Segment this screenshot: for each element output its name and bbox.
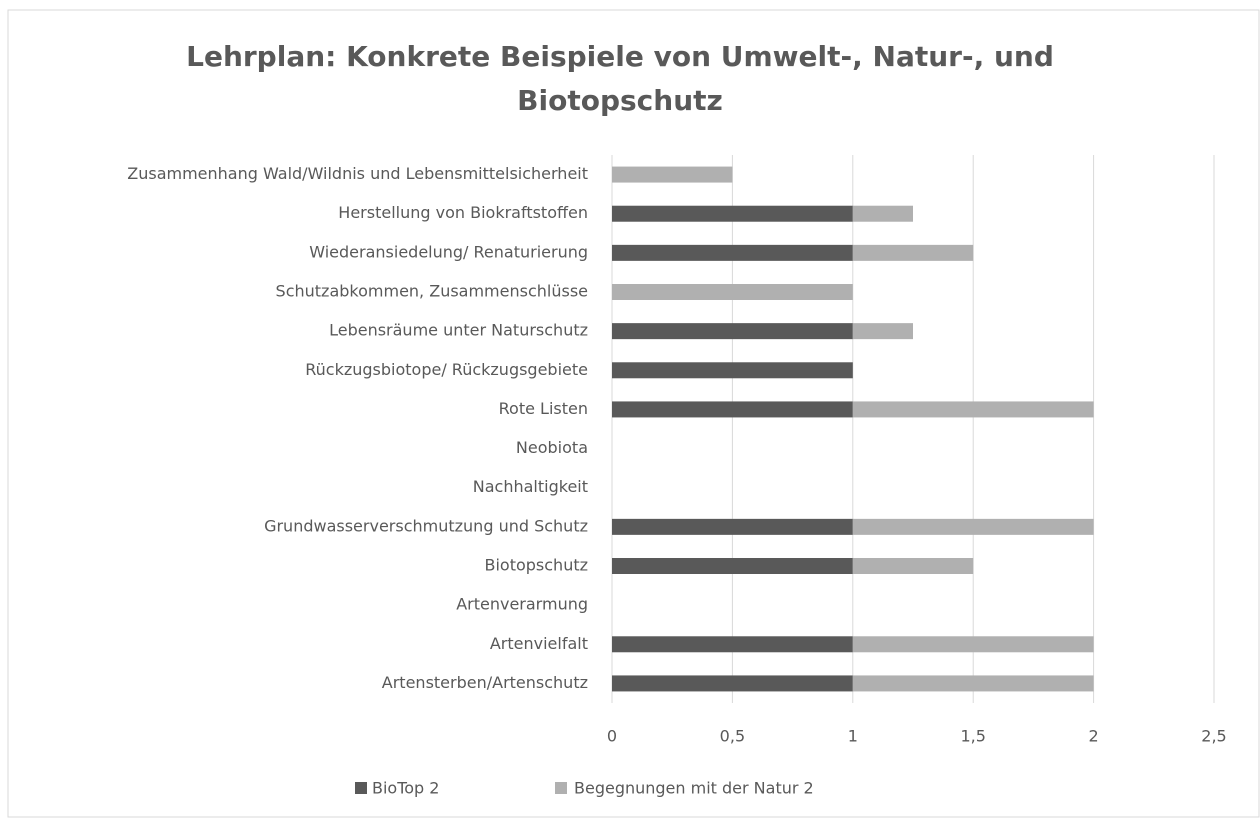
x-tick-label: 2,5 bbox=[1201, 727, 1226, 746]
bar bbox=[852, 244, 974, 261]
y-tick-label: Artenverarmung bbox=[456, 595, 588, 614]
legend-label: BioTop 2 bbox=[372, 779, 439, 798]
legend-swatch bbox=[355, 782, 367, 794]
bar bbox=[852, 205, 913, 222]
x-tick-label: 0 bbox=[607, 727, 617, 746]
y-tick-label: Zusammenhang Wald/Wildnis und Lebensmitt… bbox=[127, 164, 588, 183]
bar bbox=[612, 401, 853, 418]
y-tick-label: Wiederansiedelung/ Renaturierung bbox=[309, 242, 588, 261]
bar bbox=[612, 205, 853, 222]
bar bbox=[852, 401, 1094, 418]
x-tick-label: 0,5 bbox=[720, 727, 745, 746]
y-tick-label: Lebensräume unter Naturschutz bbox=[329, 321, 588, 340]
y-tick-label: Schutzabkommen, Zusammenschlüsse bbox=[276, 282, 588, 301]
y-tick-label: Biotopschutz bbox=[484, 556, 588, 575]
bar bbox=[612, 518, 853, 535]
x-tick-label: 1 bbox=[848, 727, 858, 746]
y-tick-label: Rote Listen bbox=[499, 399, 588, 418]
bar bbox=[612, 675, 853, 692]
x-tick-label: 1,5 bbox=[960, 727, 985, 746]
bar bbox=[852, 636, 1094, 653]
bar bbox=[612, 558, 853, 574]
y-tick-label: Neobiota bbox=[516, 438, 588, 457]
y-tick-label: Herstellung von Biokraftstoffen bbox=[338, 203, 588, 222]
y-tick-label: Artensterben/Artenschutz bbox=[382, 673, 588, 692]
bar bbox=[612, 284, 853, 300]
x-tick-label: 2 bbox=[1089, 727, 1099, 746]
y-tick-label: Artenvielfalt bbox=[490, 634, 588, 653]
y-tick-label: Nachhaltigkeit bbox=[473, 477, 588, 496]
y-tick-label: Rückzugsbiotope/ Rückzugsgebiete bbox=[305, 360, 588, 379]
y-tick-label: Grundwasserverschmutzung und Schutz bbox=[264, 516, 588, 535]
bar bbox=[612, 636, 853, 653]
legend-swatch bbox=[555, 782, 567, 794]
legend-label: Begegnungen mit der Natur 2 bbox=[574, 779, 814, 798]
bar bbox=[612, 244, 853, 261]
bar bbox=[612, 166, 733, 183]
bar bbox=[852, 518, 1094, 535]
bar bbox=[612, 362, 853, 379]
chart-title: Lehrplan: Konkrete Beispiele von Umwelt-… bbox=[186, 40, 1054, 117]
bar bbox=[852, 323, 913, 340]
bar bbox=[612, 323, 853, 340]
bar bbox=[852, 675, 1094, 692]
bar bbox=[852, 558, 974, 574]
